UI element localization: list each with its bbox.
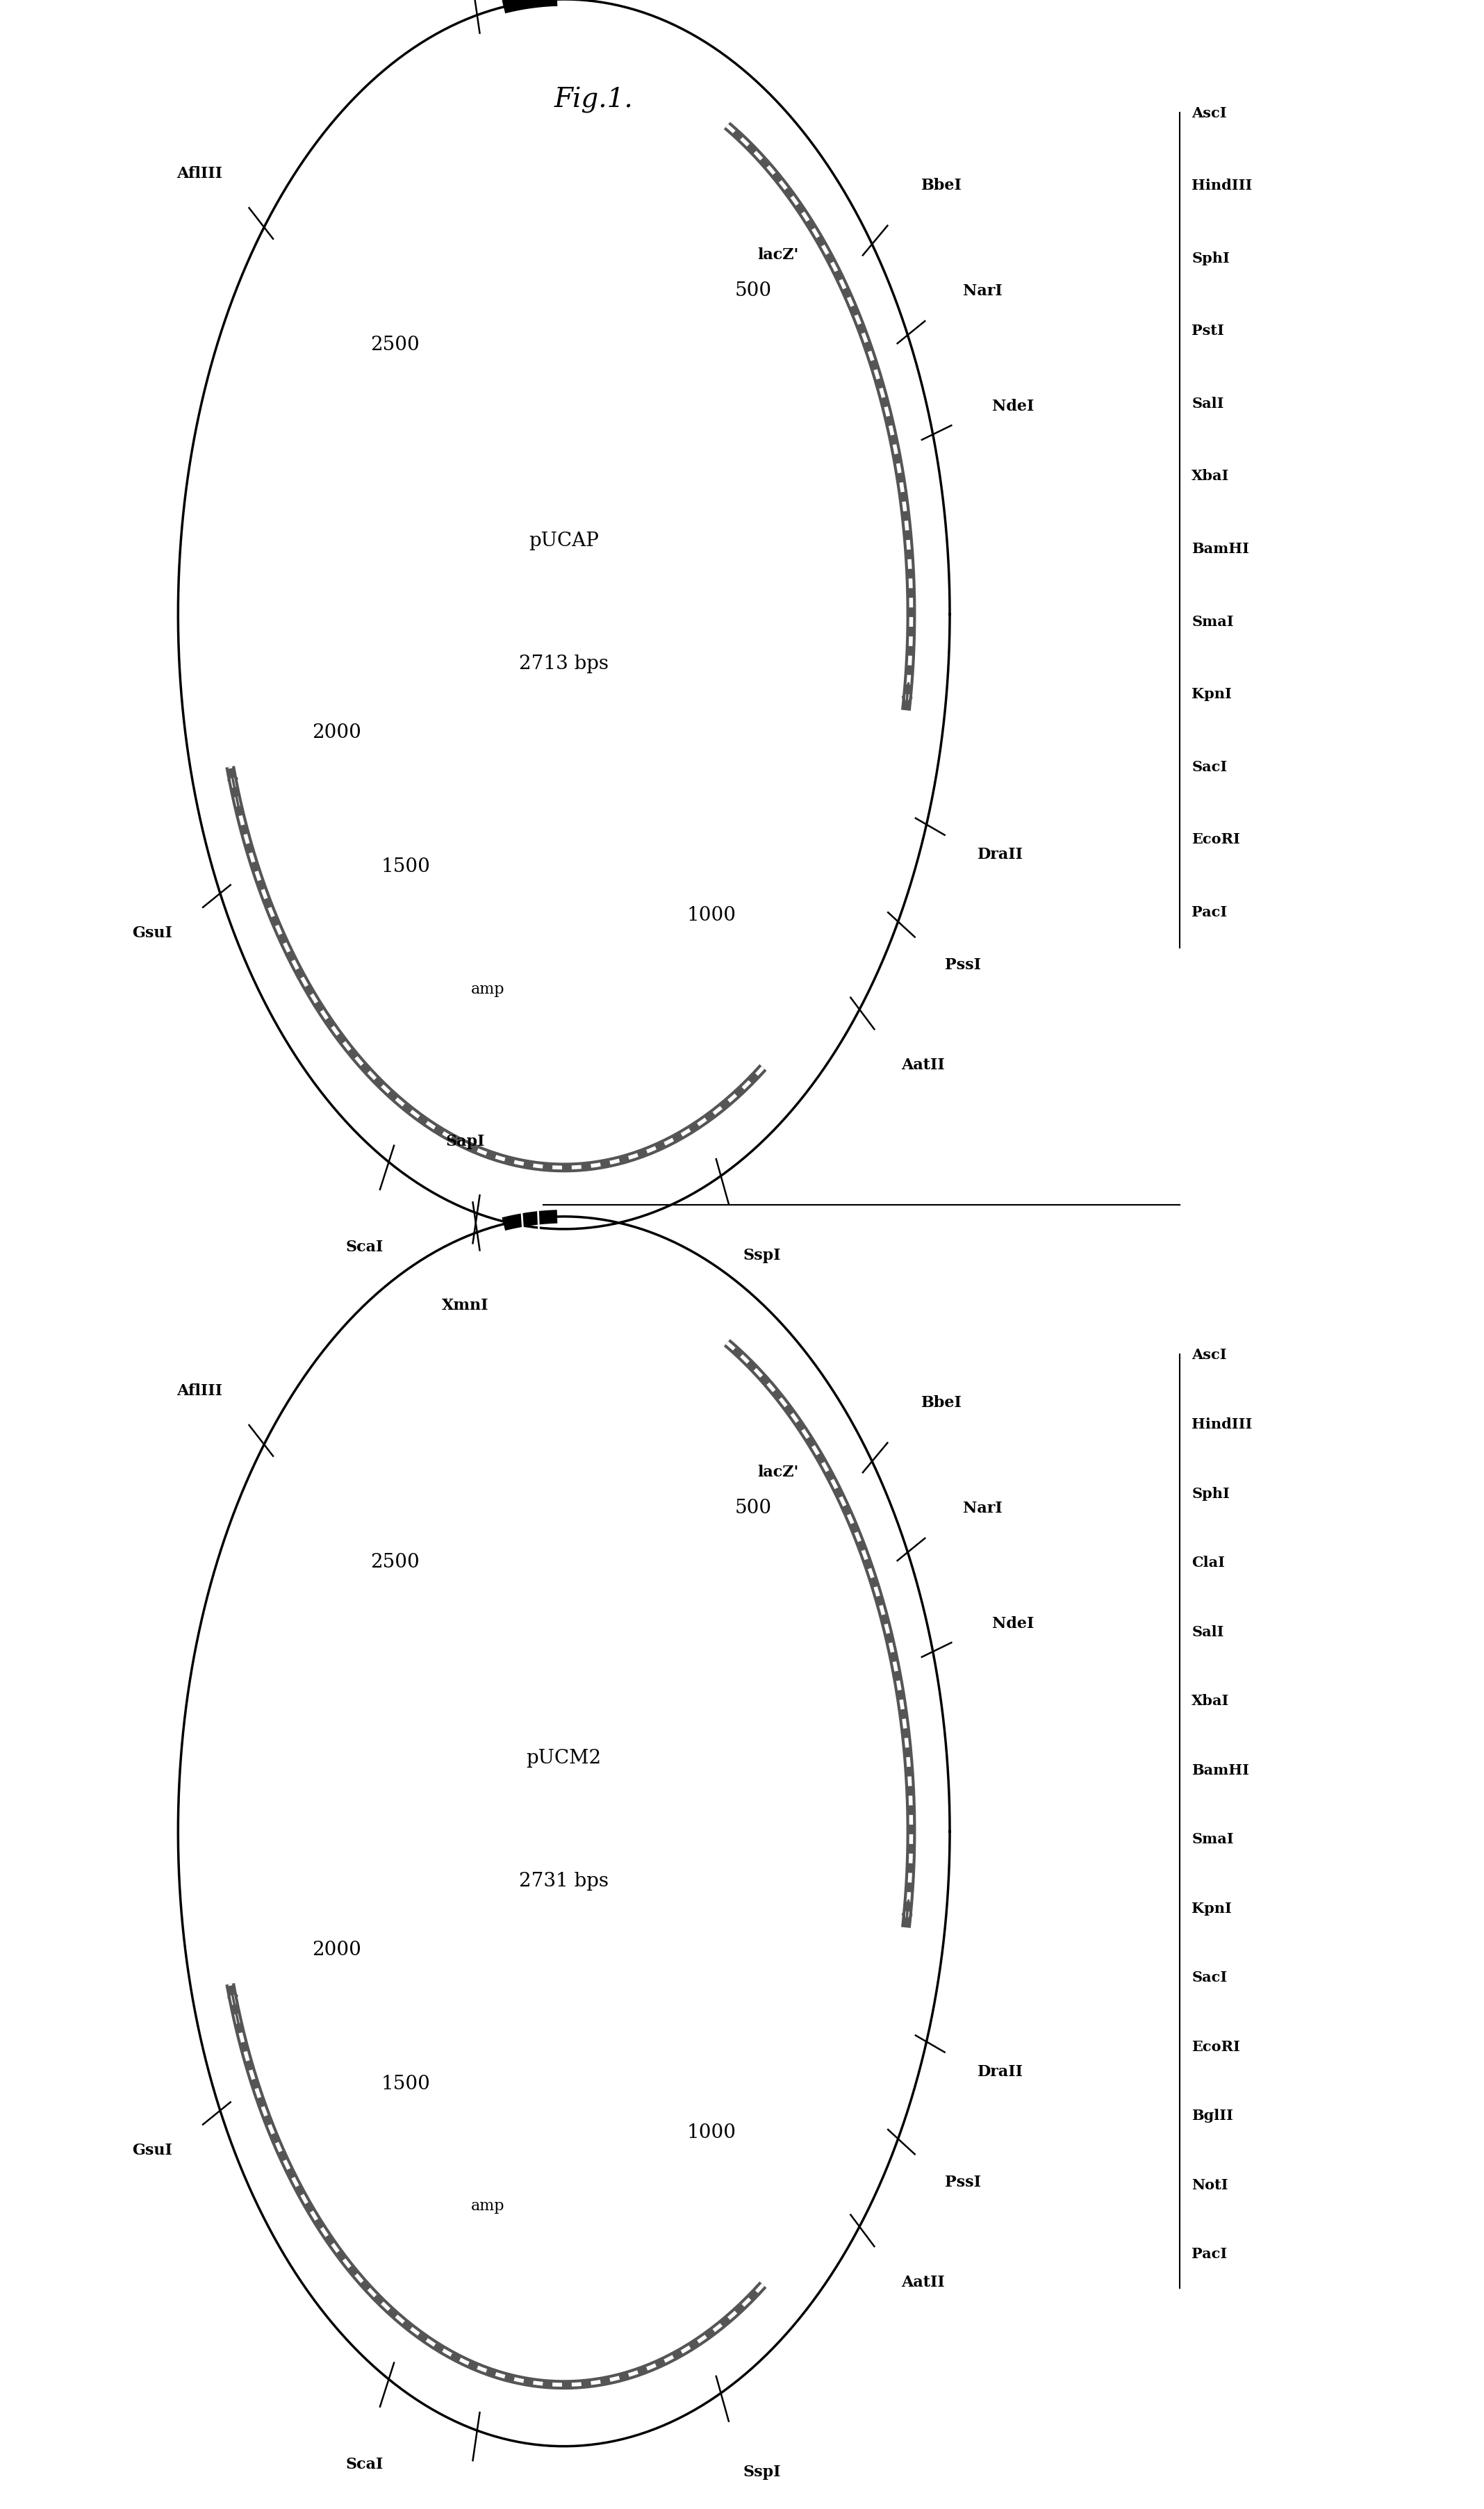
Text: AatII: AatII <box>901 2273 944 2291</box>
Text: BamHI: BamHI <box>1192 1764 1250 1776</box>
Text: HindIII: HindIII <box>1192 1418 1252 1430</box>
Text: SapI: SapI <box>445 1134 485 1149</box>
Text: NarI: NarI <box>963 284 1002 299</box>
Text: amp: amp <box>470 981 505 996</box>
Text: PacI: PacI <box>1192 2246 1227 2261</box>
Text: NdeI: NdeI <box>991 1616 1034 1631</box>
Text: NotI: NotI <box>1192 2178 1229 2190</box>
Text: XbaI: XbaI <box>1192 1694 1229 1709</box>
Text: SspI: SspI <box>743 1247 781 1262</box>
Text: PssI: PssI <box>945 958 981 973</box>
Text: AflIII: AflIII <box>177 1382 223 1398</box>
Text: 1500: 1500 <box>381 858 430 876</box>
Text: SalI: SalI <box>1192 396 1224 411</box>
Text: amp: amp <box>470 2198 505 2213</box>
Text: SmaI: SmaI <box>1192 1832 1233 1847</box>
Text: SphI: SphI <box>1192 251 1230 266</box>
Text: BglII: BglII <box>1192 2108 1233 2123</box>
Text: BbeI: BbeI <box>922 1395 962 1410</box>
Text: EcoRI: EcoRI <box>1192 2040 1241 2052</box>
Text: ClaI: ClaI <box>1192 1556 1224 1568</box>
Text: Fig.1.: Fig.1. <box>554 88 634 113</box>
Text: lacZ': lacZ' <box>757 1465 798 1480</box>
Text: pUCM2: pUCM2 <box>527 1749 601 1766</box>
Text: DraII: DraII <box>978 846 1022 863</box>
Text: 2713 bps: 2713 bps <box>519 655 608 672</box>
Text: PacI: PacI <box>1192 906 1227 918</box>
Text: SspI: SspI <box>743 2464 781 2479</box>
Text: 2000: 2000 <box>312 1939 361 1960</box>
Text: 2731 bps: 2731 bps <box>519 1872 608 1889</box>
Text: BbeI: BbeI <box>922 178 962 193</box>
Text: NdeI: NdeI <box>991 399 1034 414</box>
Text: 1000: 1000 <box>687 2123 736 2140</box>
Text: ScaI: ScaI <box>346 1239 383 1254</box>
Text: KpnI: KpnI <box>1192 1902 1232 1914</box>
Text: GsuI: GsuI <box>132 2143 172 2158</box>
Text: AscI: AscI <box>1192 1347 1227 1362</box>
Text: 2500: 2500 <box>370 336 420 354</box>
Text: BamHI: BamHI <box>1192 542 1250 557</box>
Text: 2000: 2000 <box>312 723 361 743</box>
Text: SphI: SphI <box>1192 1485 1230 1500</box>
Text: 2500: 2500 <box>370 1553 420 1571</box>
Text: HindIII: HindIII <box>1192 178 1252 193</box>
Text: 1000: 1000 <box>687 906 736 923</box>
Text: ScaI: ScaI <box>346 2456 383 2471</box>
Text: PssI: PssI <box>945 2175 981 2190</box>
Text: KpnI: KpnI <box>1192 687 1232 700</box>
Text: SalI: SalI <box>1192 1623 1224 1638</box>
Text: NarI: NarI <box>963 1500 1002 1515</box>
Text: AflIII: AflIII <box>177 166 223 181</box>
Text: PstI: PstI <box>1192 324 1224 339</box>
Text: lacZ': lacZ' <box>757 248 798 263</box>
Text: SmaI: SmaI <box>1192 615 1233 627</box>
Text: XmnI: XmnI <box>442 1297 488 1312</box>
Text: SacI: SacI <box>1192 760 1227 773</box>
Text: AatII: AatII <box>901 1056 944 1074</box>
Text: 500: 500 <box>735 1498 772 1518</box>
Text: pUCAP: pUCAP <box>528 532 600 549</box>
Text: GsuI: GsuI <box>132 926 172 941</box>
Text: 500: 500 <box>735 281 772 301</box>
Text: SacI: SacI <box>1192 1970 1227 1985</box>
Text: XbaI: XbaI <box>1192 469 1229 484</box>
Text: EcoRI: EcoRI <box>1192 833 1241 846</box>
Text: DraII: DraII <box>978 2062 1022 2080</box>
Text: 1500: 1500 <box>381 2075 430 2093</box>
Text: AscI: AscI <box>1192 105 1227 120</box>
